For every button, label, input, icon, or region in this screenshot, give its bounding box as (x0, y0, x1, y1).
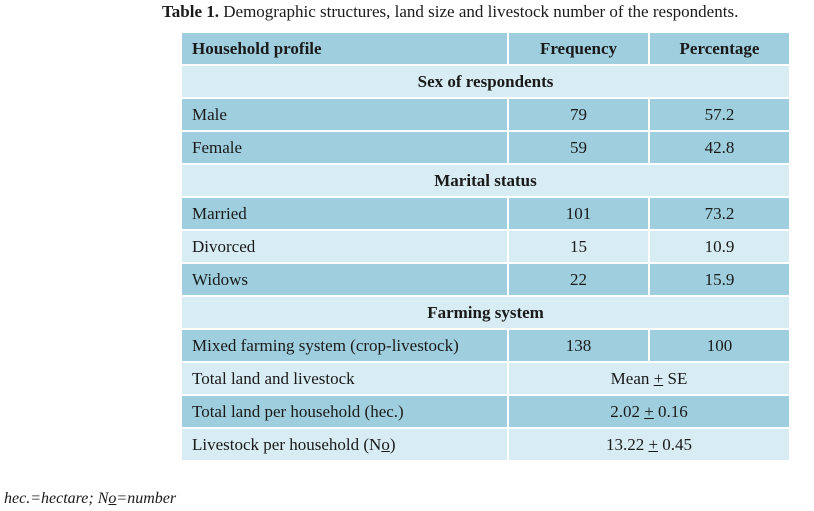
caption-label: Table 1. (162, 2, 220, 21)
footnote-text: hec.=hectare; N (4, 490, 109, 507)
section-row-farming: Farming system (180, 295, 791, 330)
mean-se-label: Mean + SE (507, 361, 791, 396)
footnote-text-end: =number (116, 490, 177, 507)
profile-text: Total land per household (hec.) (192, 401, 404, 421)
se-value: 0.16 (653, 401, 688, 421)
se-value: 0.45 (658, 434, 693, 454)
land-livestock-label: Total land and livestock (180, 361, 509, 396)
footnote-underlined: o (108, 490, 117, 507)
row-frequency: 101 (507, 196, 650, 231)
plus-minus-symbol: + (653, 368, 664, 388)
land-livestock-header-row: Total land and livestock Mean + SE (180, 361, 791, 396)
mean-label: Mean (610, 368, 654, 388)
row-profile: Female (180, 130, 509, 165)
row-percentage: 10.9 (648, 229, 791, 264)
caption-text: Demographic structures, land size and li… (219, 2, 739, 21)
table-header-row: Household profile Frequency Percentage (180, 31, 791, 66)
profile-text-underlined: o (381, 434, 390, 454)
row-percentage: 57.2 (648, 97, 791, 132)
demographics-table: Household profile Frequency Percentage S… (180, 31, 791, 462)
row-profile: Male (180, 97, 509, 132)
row-frequency: 59 (507, 130, 650, 165)
table-caption: Table 1. Demographic structures, land si… (162, 2, 812, 22)
section-row-sex: Sex of respondents (180, 64, 791, 99)
table-footnote: hec.=hectare; No=number (4, 489, 176, 509)
table-row: Livestock per household (No) 13.22 + 0.4… (180, 427, 791, 462)
table-row: Total land per household (hec.) 2.02 + 0… (180, 394, 791, 429)
profile-text: Livestock per household (N (192, 434, 382, 454)
section-title-marital: Marital status (180, 163, 791, 198)
header-household-profile: Household profile (180, 31, 509, 66)
table-row: Divorced 15 10.9 (180, 229, 791, 264)
row-frequency: 79 (507, 97, 650, 132)
row-profile: Livestock per household (No) (180, 427, 509, 462)
se-label: SE (663, 368, 688, 388)
plus-minus-symbol: + (648, 434, 659, 454)
row-percentage: 15.9 (648, 262, 791, 297)
row-mean-se: 2.02 + 0.16 (507, 394, 791, 429)
header-percentage: Percentage (648, 31, 791, 66)
row-profile: Married (180, 196, 509, 231)
row-profile: Divorced (180, 229, 509, 264)
section-row-marital: Marital status (180, 163, 791, 198)
section-title-sex: Sex of respondents (180, 64, 791, 99)
table-row: Married 101 73.2 (180, 196, 791, 231)
profile-text-end: ) (389, 434, 396, 454)
row-frequency: 138 (507, 328, 650, 363)
row-percentage: 42.8 (648, 130, 791, 165)
row-profile: Mixed farming system (crop-livestock) (180, 328, 509, 363)
mean-value: 13.22 (605, 434, 649, 454)
mean-value: 2.02 (610, 401, 645, 421)
plus-minus-symbol: + (644, 401, 654, 421)
table-row: Mixed farming system (crop-livestock) 13… (180, 328, 791, 363)
section-title-farming: Farming system (180, 295, 791, 330)
table-row: Widows 22 15.9 (180, 262, 791, 297)
table-row: Male 79 57.2 (180, 97, 791, 132)
row-frequency: 15 (507, 229, 650, 264)
row-percentage: 73.2 (648, 196, 791, 231)
header-frequency: Frequency (507, 31, 650, 66)
table-row: Female 59 42.8 (180, 130, 791, 165)
row-frequency: 22 (507, 262, 650, 297)
row-mean-se: 13.22 + 0.45 (507, 427, 791, 462)
row-profile: Widows (180, 262, 509, 297)
row-profile: Total land per household (hec.) (180, 394, 509, 429)
row-percentage: 100 (648, 328, 791, 363)
